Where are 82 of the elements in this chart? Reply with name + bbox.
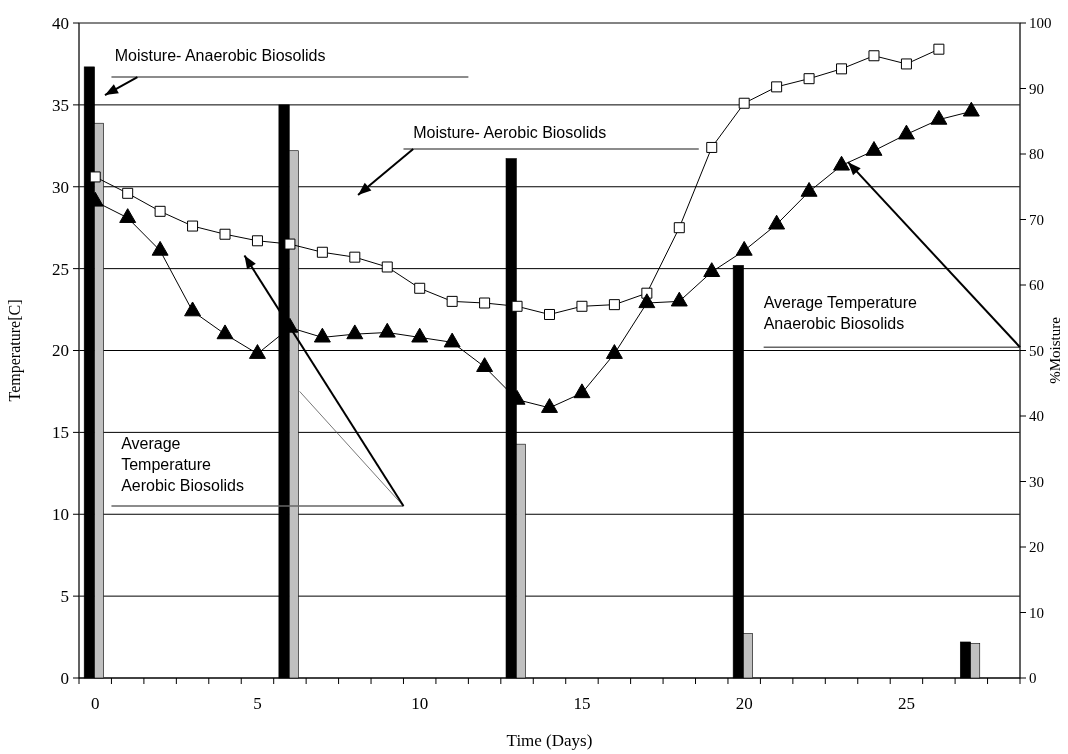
point <box>833 155 850 171</box>
point <box>511 300 523 312</box>
y-tick-label: 20 <box>52 341 69 361</box>
point <box>703 262 721 277</box>
point <box>378 322 396 338</box>
x-tick-label: 10 <box>411 694 429 713</box>
point <box>865 141 883 156</box>
point <box>219 228 231 240</box>
y-axis-title: Temperature[C] <box>6 299 24 402</box>
x-tick-label: 15 <box>573 694 591 713</box>
point <box>216 324 234 340</box>
x-tick-label: 0 <box>90 694 100 713</box>
point <box>735 240 753 256</box>
point <box>800 181 818 197</box>
y-tick-label: 30 <box>52 177 69 197</box>
point <box>573 383 591 399</box>
point <box>346 324 364 340</box>
annotation: Average Temperature Aerobic Biosolids <box>121 434 244 494</box>
y2-tick-label: 30 <box>1029 473 1044 490</box>
x-tick-label: 25 <box>897 694 915 713</box>
point <box>900 58 912 70</box>
y-tick-label: 25 <box>52 259 69 279</box>
y2-tick-label: 70 <box>1029 211 1044 228</box>
point <box>184 301 202 317</box>
point <box>251 235 263 247</box>
y-tick-label: 10 <box>52 505 69 525</box>
point <box>836 63 848 75</box>
point <box>868 50 880 62</box>
point <box>414 282 426 294</box>
point <box>576 300 588 312</box>
y2-axis-title: %Moisture <box>1047 316 1063 384</box>
point <box>249 344 266 359</box>
point <box>479 297 491 309</box>
point <box>119 208 137 223</box>
point <box>151 240 169 256</box>
y-tick-label: 15 <box>52 423 69 443</box>
point <box>608 299 620 311</box>
point <box>768 214 786 230</box>
y2-tick-label: 60 <box>1029 277 1044 294</box>
y2-tick-label: 50 <box>1029 342 1044 359</box>
point <box>605 344 623 359</box>
y2-tick-label: 40 <box>1029 408 1044 425</box>
point <box>411 327 429 343</box>
point <box>122 187 134 199</box>
point <box>154 205 166 217</box>
point <box>284 238 296 250</box>
point <box>738 97 750 109</box>
y-tick-label: 35 <box>52 95 69 115</box>
x-axis-title: Time (Days) <box>506 731 593 750</box>
annotation: Moisture- Anaerobic Biosolids <box>114 46 326 64</box>
point <box>638 293 656 309</box>
y2-tick-label: 20 <box>1029 539 1044 556</box>
y-tick-label: 0 <box>60 668 69 688</box>
x-tick-label: 20 <box>735 694 753 713</box>
annotation: Moisture- Aerobic Biosolids <box>413 123 607 141</box>
point <box>897 124 915 140</box>
point <box>706 141 718 153</box>
point <box>541 398 558 413</box>
point <box>443 332 461 348</box>
y2-tick-label: 100 <box>1029 15 1052 32</box>
y2-tick-label: 80 <box>1029 146 1044 163</box>
point <box>89 171 101 183</box>
y-tick-label: 5 <box>60 587 69 607</box>
point <box>349 251 361 263</box>
point <box>771 81 783 93</box>
point <box>673 222 685 234</box>
y-tick-label: 40 <box>52 13 69 33</box>
point <box>187 220 199 232</box>
point <box>933 43 945 55</box>
point <box>544 308 555 320</box>
annotation: Average Temperature Anaerobic Biosolids <box>763 293 918 332</box>
x-tick-label: 5 <box>253 694 262 713</box>
point <box>313 327 331 343</box>
point <box>476 357 494 372</box>
point <box>670 291 688 307</box>
point <box>381 261 393 273</box>
y2-tick-label: 0 <box>1029 670 1037 687</box>
point <box>446 295 458 307</box>
point <box>316 246 328 258</box>
y2-tick-label: 90 <box>1029 80 1044 97</box>
point <box>803 73 815 85</box>
y2-tick-label: 10 <box>1029 604 1044 621</box>
